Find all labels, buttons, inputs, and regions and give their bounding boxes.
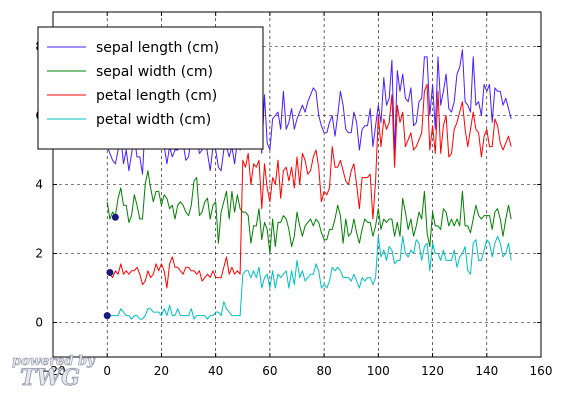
series-line-0 <box>106 49 512 175</box>
series-line-1 <box>106 170 512 254</box>
data-marker-1 <box>106 268 114 276</box>
data-markers <box>103 213 119 320</box>
x-tick-label: 0 <box>103 364 111 378</box>
watermark-line1: powered by <box>12 354 95 369</box>
y-tick-label: 0 <box>35 316 43 330</box>
x-tick-label: 100 <box>367 364 390 378</box>
x-tick-label: 120 <box>421 364 444 378</box>
x-tick-label: 60 <box>262 364 277 378</box>
series-line-3 <box>107 235 512 320</box>
legend-label-1: sepal width (cm) <box>96 64 213 80</box>
x-tick-label: 20 <box>154 364 169 378</box>
series-lines <box>106 49 512 320</box>
legend-label-2: petal length (cm) <box>96 88 217 104</box>
x-tick-label: 160 <box>530 364 553 378</box>
powered-by-twg-watermark: powered by TWG <box>6 355 106 395</box>
y-tick-label: 4 <box>35 178 43 192</box>
legend-label-3: petal width (cm) <box>96 112 211 128</box>
x-tick-label: 140 <box>475 364 498 378</box>
y-tick-label: 2 <box>35 247 43 261</box>
data-marker-0 <box>111 213 119 221</box>
legend-label-0: sepal length (cm) <box>96 40 219 56</box>
x-tick-label: 40 <box>208 364 223 378</box>
watermark-line2: TWG <box>20 365 81 391</box>
axis-ticks: −2002040608010012014016002468 <box>35 12 552 378</box>
x-tick-label: 80 <box>316 364 331 378</box>
legend: sepal length (cm) sepal width (cm) petal l… <box>37 26 264 150</box>
x-tick-label: −20 <box>40 364 65 378</box>
data-marker-2 <box>103 312 111 320</box>
series-line-2 <box>107 83 512 289</box>
